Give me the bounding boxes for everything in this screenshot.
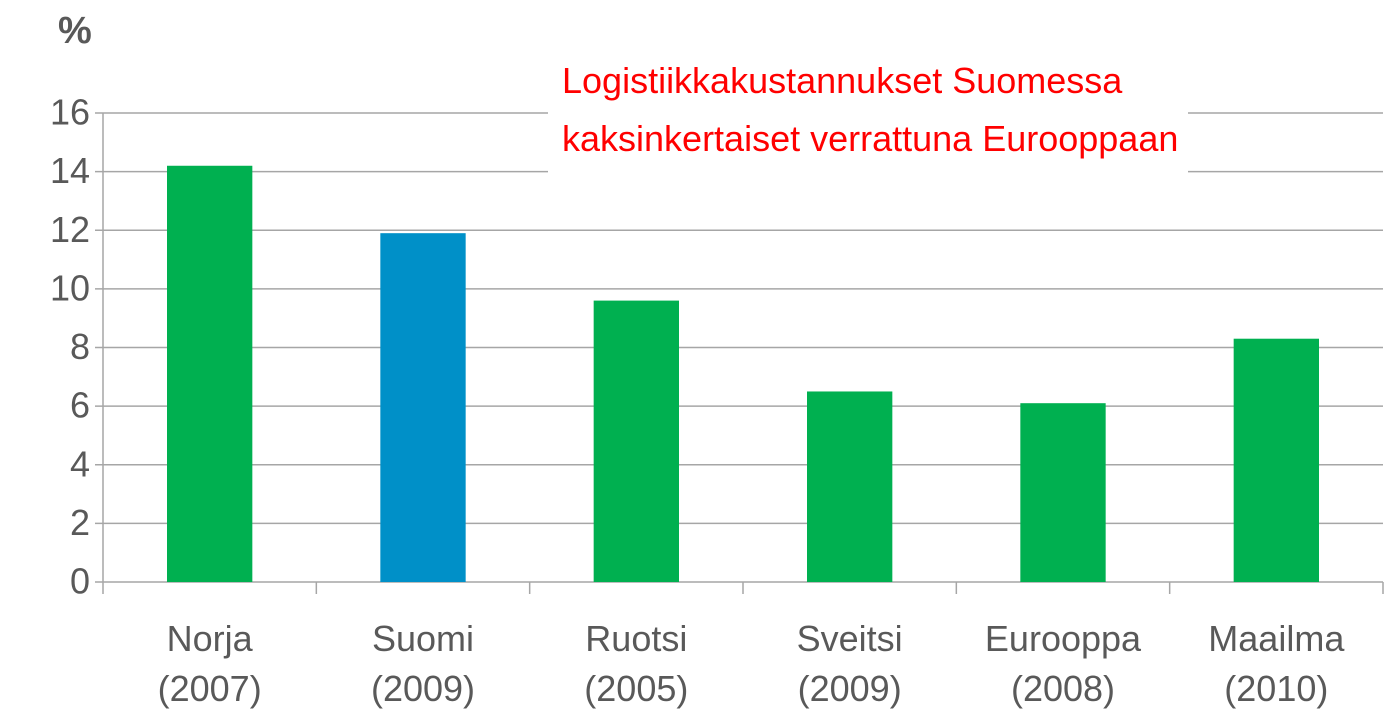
chart-title: Logistiikkakustannukset Suomessa kaksink… [548,52,1189,174]
y-tick-label: 2 [70,502,90,543]
x-tick-label: Norja (2007) [157,618,262,709]
y-tick-label: 14 [50,150,90,191]
x-tick-label: Maailma (2010) [1208,618,1345,709]
y-tick-label: 6 [70,385,90,426]
y-tick-label: 16 [50,92,90,133]
y-tick-label: 10 [50,267,90,308]
bar [807,391,893,582]
bar [1020,403,1106,582]
y-tick-label: 0 [70,561,90,602]
y-axis-label: % [58,10,92,52]
bar [1233,338,1319,582]
x-tick-label: Suomi (2009) [370,618,476,709]
bar [593,300,679,582]
x-tick-label: Sveitsi (2009) [796,618,903,709]
x-tick-label: Ruotsi (2005) [584,618,689,709]
bar [167,165,253,582]
x-tick-label: Eurooppa (2008) [984,618,1142,709]
y-tick-label: 12 [50,209,90,250]
bar [380,233,466,582]
y-tick-label: 8 [70,326,90,367]
y-tick-label: 4 [70,443,90,484]
